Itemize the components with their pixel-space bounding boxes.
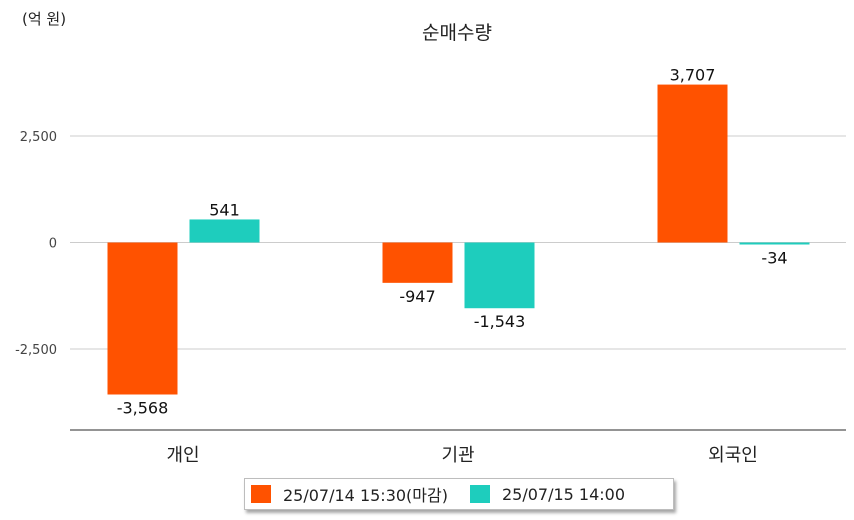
data-label: -3,568 (117, 398, 169, 417)
x-tick-label: 개인 (166, 445, 199, 466)
legend-item-series-1[interactable]: 25/07/14 15:30(마감) (251, 482, 448, 506)
bar-series-2 (739, 242, 810, 245)
legend-item-series-2[interactable]: 25/07/15 14:00 (469, 484, 626, 504)
bar-series-1 (657, 84, 728, 243)
x-tick-label: 외국인 (708, 445, 758, 466)
unit-label: (억 원) (22, 10, 67, 28)
chart-title: 순매수량 (422, 22, 492, 44)
legend-swatch-series-2 (469, 485, 490, 503)
data-label: -947 (399, 287, 435, 306)
bar-series-1 (107, 242, 178, 395)
legend-label-series-1: 25/07/14 15:30(마감) (283, 486, 448, 505)
legend-swatch-series-1 (251, 485, 271, 503)
bar-series-2 (464, 242, 535, 309)
bar-series-2 (189, 219, 260, 243)
x-tick-label: 기관 (441, 445, 474, 466)
data-label: 3,707 (670, 66, 716, 85)
y-tick-label: 2,500 (20, 130, 57, 145)
data-label: -1,543 (474, 312, 526, 331)
legend: 25/07/14 15:30(마감) 25/07/15 14:00 (244, 478, 674, 510)
y-tick-label: 0 (49, 237, 57, 252)
data-label: 541 (209, 200, 240, 219)
bar-series-1 (382, 242, 453, 283)
y-tick-label: -2,500 (15, 343, 57, 358)
data-label: -34 (761, 249, 787, 268)
legend-label-series-2: 25/07/15 14:00 (501, 484, 626, 504)
